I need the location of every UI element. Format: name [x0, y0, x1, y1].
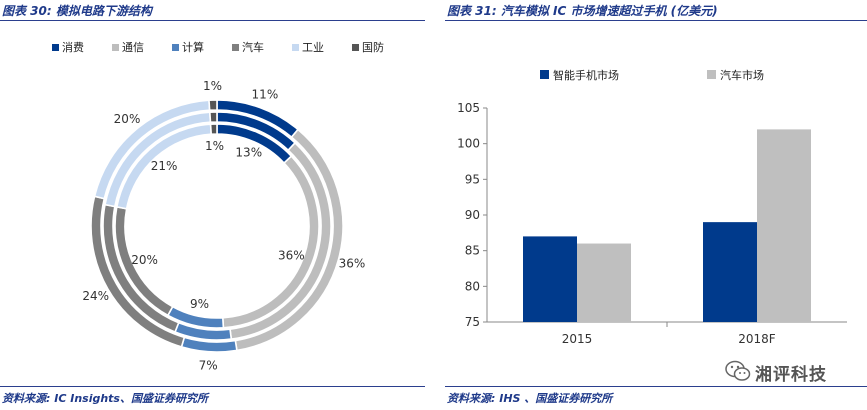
chart-title-right: 图表 31: 汽车模拟 IC 市场增速超过手机 (亿美元): [447, 4, 718, 18]
legend-label-5: 国防: [362, 40, 384, 54]
y-tick-label-3: 90: [465, 208, 480, 222]
y-tick-label-0: 75: [465, 315, 480, 329]
left-panel: 图表 30: 模拟电路下游结构 消费 通信 计算 汽车 工业 国防 13% 36% 9% 20% 2…: [0, 0, 425, 410]
bar-1-1: [757, 129, 811, 322]
donut-label-r0-1: 36%: [278, 248, 305, 262]
legend-swatch-4: [292, 44, 299, 51]
donut-label-r0-2: 9%: [190, 297, 209, 311]
x-tick-label-0: 2015: [562, 332, 593, 346]
bar-0-1: [703, 222, 757, 322]
right-panel: 图表 31: 汽车模拟 IC 市场增速超过手机 (亿美元) 智能手机市场 汽车市场…: [445, 0, 867, 410]
donut-label-r2-0: 11%: [252, 87, 279, 101]
x-tick-label-1: 2018F: [738, 332, 776, 346]
donut-label-r2-1: 36%: [339, 256, 366, 270]
bar-0-0: [523, 236, 577, 322]
source-rule-right: [445, 386, 867, 387]
donut-slice-r0-5: [209, 123, 218, 136]
donut-label-r0-3: 20%: [131, 253, 158, 267]
chart-title-left: 图表 30: 模拟电路下游结构: [2, 4, 152, 18]
donut-label-r0-5: 1%: [205, 139, 224, 153]
donut-slice-r1-5: [208, 111, 218, 124]
watermark: 湘评科技: [725, 356, 865, 386]
source-rule-left: [0, 386, 425, 387]
legend-swatch-3: [232, 44, 239, 51]
y-tick-label-5: 100: [457, 137, 480, 151]
legend-swatch-5: [352, 44, 359, 51]
donut-label-r2-5: 1%: [203, 79, 222, 93]
title-rule-left: [0, 20, 425, 21]
donut-slice-r2-5: [208, 99, 218, 112]
source-right: 资料来源: IHS 、国盛证券研究所: [447, 392, 613, 405]
bar-legend-swatch-0: [540, 70, 549, 79]
legend-label-3: 汽车: [242, 40, 264, 54]
wechat-icon: [725, 360, 751, 381]
bar-legend-swatch-1: [707, 70, 716, 79]
bar-legend-label-0: 智能手机市场: [553, 68, 619, 82]
bar-1-0: [577, 243, 631, 322]
watermark-text: 湘评科技: [755, 365, 827, 385]
donut-label-r0-4: 21%: [151, 159, 178, 173]
legend-label-0: 消费: [62, 40, 84, 54]
legend-swatch-0: [52, 44, 59, 51]
source-left: 资料来源: IC Insights、国盛证券研究所: [2, 392, 208, 405]
legend-swatch-1: [112, 44, 119, 51]
y-tick-label-4: 95: [465, 172, 480, 186]
donut-label-r0-0: 13%: [235, 146, 262, 160]
y-tick-label-6: 105: [457, 101, 480, 115]
bar-chart: 智能手机市场 汽车市场 75 80 85 90 95 100 105 2015 2018F: [457, 68, 847, 346]
donut-label-r2-4: 20%: [114, 112, 141, 126]
legend-swatch-2: [172, 44, 179, 51]
donut-label-r2-3: 24%: [82, 289, 109, 303]
legend-label-2: 计算: [182, 40, 204, 54]
donut-chart: 消费 通信 计算 汽车 工业 国防 13% 36% 9% 20% 21% 1% 11% 36% 7% 24% 2…: [52, 40, 384, 373]
donut-label-r2-2: 7%: [199, 359, 218, 373]
legend-label-4: 工业: [302, 41, 324, 54]
legend-label-1: 通信: [122, 41, 144, 54]
title-rule-right: [445, 20, 867, 21]
y-tick-label-1: 80: [465, 279, 480, 293]
y-tick-label-2: 85: [465, 244, 480, 258]
bar-legend-label-1: 汽车市场: [720, 68, 764, 82]
